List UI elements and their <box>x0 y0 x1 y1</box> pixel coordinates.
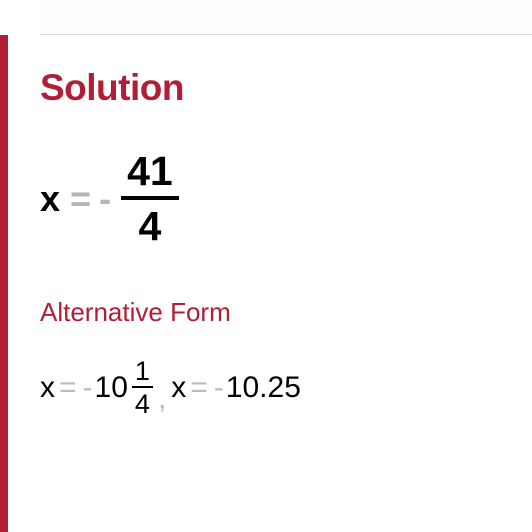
variable-x: x <box>40 178 60 220</box>
equals-sign: = <box>70 178 91 220</box>
alt-equals-2: = <box>190 371 208 405</box>
solution-heading: Solution <box>40 67 532 109</box>
fraction-numerator: 41 <box>121 151 179 196</box>
alternative-equation-row: x = - 10 1 4 , x = - 10.25 <box>40 358 532 418</box>
alt-fraction-denominator: 4 <box>132 388 153 418</box>
top-divider-area <box>40 0 532 35</box>
alt-fraction-numerator: 1 <box>132 358 153 386</box>
alt-fraction: 1 4 <box>132 358 153 418</box>
alt-minus-2: - <box>214 371 224 405</box>
alt-equals-1: = <box>59 371 77 405</box>
alt-minus-1: - <box>83 371 93 405</box>
main-fraction: 41 4 <box>121 151 179 247</box>
alt-decimal-value: 10.25 <box>226 371 301 405</box>
alt-whole-number: 10 <box>95 371 128 405</box>
content-area: Solution x = - 41 4 Alternative Form x =… <box>40 35 532 418</box>
separator-comma: , <box>158 382 166 418</box>
left-accent-stripe <box>0 35 8 532</box>
alt-variable-x-2: x <box>171 371 186 405</box>
main-equation: x = - 41 4 <box>40 151 532 247</box>
alternative-form-heading: Alternative Form <box>40 297 532 328</box>
minus-sign: - <box>99 178 111 220</box>
alt-variable-x-1: x <box>40 371 55 405</box>
fraction-denominator: 4 <box>132 200 167 247</box>
